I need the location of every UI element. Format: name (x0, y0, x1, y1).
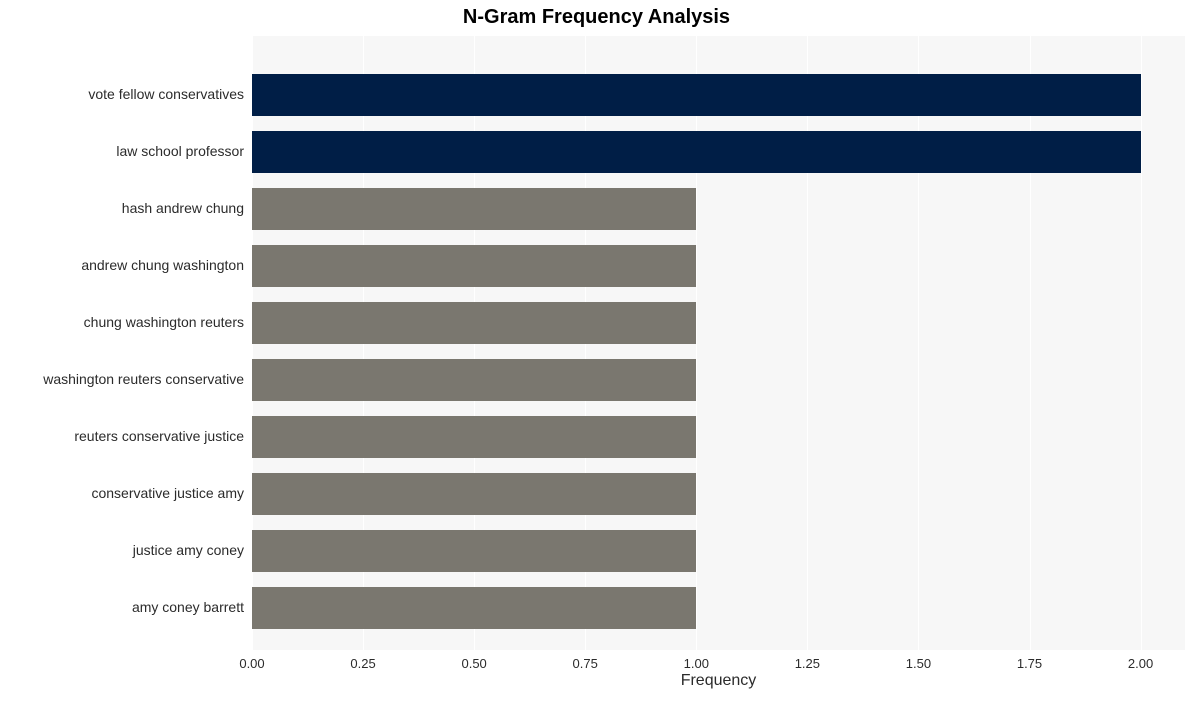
y-category-label: justice amy coney (0, 542, 244, 558)
bar (252, 74, 1141, 116)
x-tick-label: 1.50 (906, 656, 931, 671)
plot-area (252, 36, 1185, 650)
y-category-label: law school professor (0, 143, 244, 159)
bar (252, 131, 1141, 173)
bar (252, 416, 696, 458)
y-category-label: hash andrew chung (0, 200, 244, 216)
y-category-label: conservative justice amy (0, 485, 244, 501)
bar (252, 587, 696, 629)
x-tick-label: 0.25 (350, 656, 375, 671)
bar (252, 188, 696, 230)
x-tick-label: 1.25 (795, 656, 820, 671)
y-category-label: reuters conservative justice (0, 428, 244, 444)
y-category-label: vote fellow conservatives (0, 86, 244, 102)
x-tick-label: 0.50 (461, 656, 486, 671)
chart-title: N-Gram Frequency Analysis (0, 6, 1193, 29)
x-tick-label: 1.00 (684, 656, 709, 671)
x-tick-label: 0.75 (573, 656, 598, 671)
gridline (918, 36, 919, 650)
gridline (1030, 36, 1031, 650)
y-category-label: andrew chung washington (0, 257, 244, 273)
gridline (807, 36, 808, 650)
gridline (696, 36, 697, 650)
ngram-frequency-chart: N-Gram Frequency Analysis Frequency vote… (0, 0, 1193, 701)
bar (252, 302, 696, 344)
bar (252, 359, 696, 401)
x-tick-label: 1.75 (1017, 656, 1042, 671)
bar (252, 245, 696, 287)
gridline (1141, 36, 1142, 650)
y-category-label: amy coney barrett (0, 599, 244, 615)
x-tick-label: 2.00 (1128, 656, 1153, 671)
y-category-label: chung washington reuters (0, 314, 244, 330)
x-axis-title: Frequency (681, 672, 757, 690)
x-tick-label: 0.00 (239, 656, 264, 671)
bar (252, 473, 696, 515)
bar (252, 530, 696, 572)
y-category-label: washington reuters conservative (0, 371, 244, 387)
